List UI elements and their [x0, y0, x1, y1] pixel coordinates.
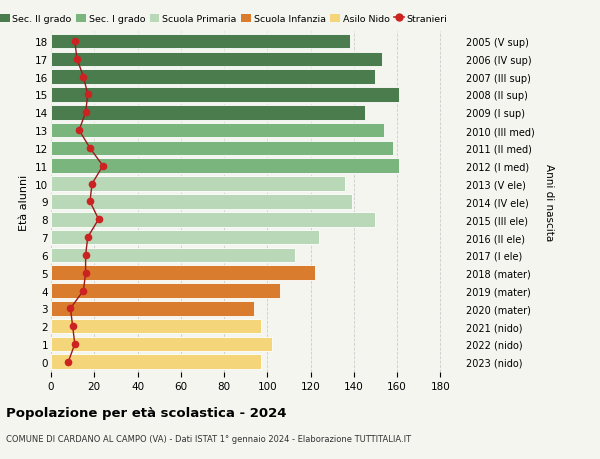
Text: COMUNE DI CARDANO AL CAMPO (VA) - Dati ISTAT 1° gennaio 2024 - Elaborazione TUTT: COMUNE DI CARDANO AL CAMPO (VA) - Dati I… [6, 434, 411, 443]
Bar [51, 213, 376, 227]
Text: Popolazione per età scolastica - 2024: Popolazione per età scolastica - 2024 [6, 406, 287, 419]
Bar [51, 141, 393, 156]
Bar [51, 34, 350, 49]
Legend: Sec. II grado, Sec. I grado, Scuola Primaria, Scuola Infanzia, Asilo Nido, Stran: Sec. II grado, Sec. I grado, Scuola Prim… [0, 15, 447, 24]
Bar [51, 52, 382, 67]
Y-axis label: Età alunni: Età alunni [19, 174, 29, 230]
Bar [51, 70, 376, 85]
Bar [51, 177, 345, 191]
Bar [51, 355, 261, 369]
Bar [51, 123, 384, 138]
Bar [51, 106, 365, 120]
Bar [51, 284, 280, 298]
Bar [51, 266, 315, 280]
Bar [51, 248, 295, 263]
Bar [51, 88, 399, 102]
Bar [51, 159, 399, 174]
Bar [51, 337, 272, 352]
Y-axis label: Anni di nascita: Anni di nascita [544, 163, 554, 241]
Bar [51, 302, 254, 316]
Bar [51, 319, 261, 334]
Bar [51, 230, 319, 245]
Bar [51, 195, 352, 209]
